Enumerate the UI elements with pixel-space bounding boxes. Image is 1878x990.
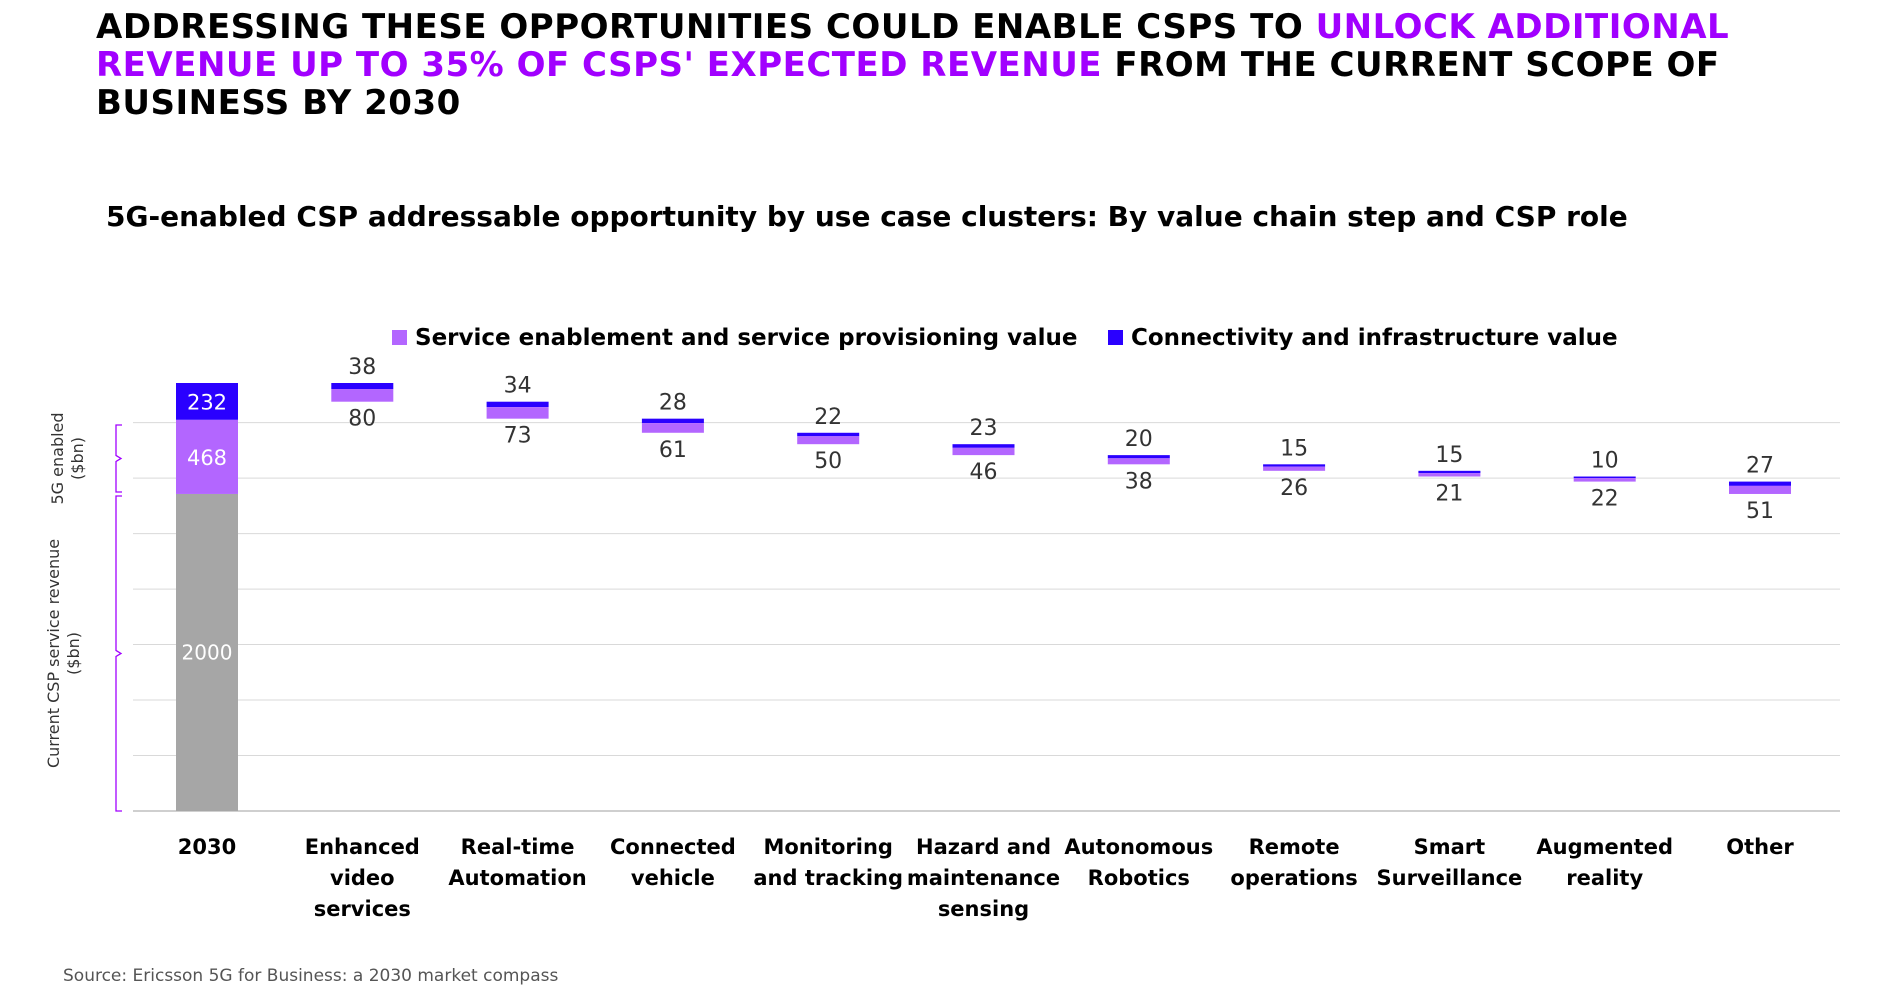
legend-label-2: Connectivity and infrastructure value — [1131, 325, 1618, 351]
category-label-line: and tracking — [753, 866, 903, 890]
category-label-line: maintenance — [907, 866, 1060, 890]
data-label-connectivity: 23 — [970, 416, 998, 441]
bar-service — [486, 407, 549, 419]
bar-service-2030 — [176, 419, 238, 494]
bracket-label-line: ($bn) — [64, 632, 83, 675]
bar-service — [1573, 478, 1636, 482]
category-label-line: Connected — [610, 835, 736, 859]
bar-service — [1418, 473, 1481, 477]
source-note: Source: Ericsson 5G for Business: a 2030… — [63, 966, 559, 986]
bar-connectivity — [1729, 481, 1791, 486]
category-label-line: Hazard and — [916, 835, 1051, 859]
bar-service — [1729, 485, 1791, 494]
category-label: Real-time Automation — [448, 835, 586, 890]
data-label-service: 80 — [348, 407, 376, 432]
bar-connectivity — [486, 401, 549, 408]
category-label: 2030 — [178, 835, 236, 859]
headline-highlight: UNLOCK ADDITIONAL REVENUE UP TO 35% OF C… — [96, 7, 1730, 85]
chart-subtitle: 5G-enabled CSP addressable opportunity b… — [106, 200, 1628, 233]
data-label-service: 61 — [659, 438, 687, 463]
bar-service — [641, 423, 704, 433]
bracket-label-line: Current CSP service revenue — [44, 539, 63, 768]
data-label-service-2030: 468 — [187, 446, 227, 470]
category-label-line: reality — [1566, 866, 1643, 890]
category-label: Remote operations — [1230, 835, 1357, 890]
bracket-label-line: ($bn) — [68, 437, 87, 480]
category-label-line: Robotics — [1088, 866, 1190, 890]
legend-swatch-1 — [392, 330, 407, 345]
category-label: Hazard and maintenance sensing — [907, 835, 1060, 921]
data-label-base: 2000 — [182, 640, 233, 664]
data-label-connectivity: 20 — [1125, 427, 1153, 452]
category-label-line: services — [314, 897, 411, 921]
data-label-service: 51 — [1746, 499, 1774, 524]
data-label-service: 38 — [1125, 469, 1153, 494]
data-label-service: 50 — [814, 449, 842, 474]
category-label-line: Real-time — [461, 835, 575, 859]
category-label-line: Automation — [448, 866, 586, 890]
bracket-label-2: Current CSP service revenue($bn) — [44, 539, 83, 768]
bar-service — [952, 447, 1015, 456]
category-label-line: vehicle — [631, 866, 715, 890]
category-label: Monitoring and tracking — [753, 835, 903, 890]
data-label-connectivity: 15 — [1435, 443, 1463, 468]
bar-connectivity — [1418, 470, 1481, 474]
bar-connectivity — [641, 418, 704, 424]
bracket-label-1: 5G enabled($bn) — [48, 412, 87, 504]
category-label-line: Other — [1726, 835, 1794, 859]
category-label-line: Enhanced — [305, 835, 420, 859]
bar-connectivity — [1263, 464, 1326, 467]
legend-label-1: Service enablement and service provision… — [415, 325, 1077, 351]
bar-service — [797, 436, 860, 445]
category-label-line: Augmented — [1536, 835, 1673, 859]
bracket-2 — [115, 495, 123, 812]
data-label-connectivity-2030: 232 — [187, 390, 227, 414]
category-label: Enhanced video services — [305, 835, 420, 921]
category-label-line: Remote — [1249, 835, 1340, 859]
category-label-line: sensing — [938, 897, 1029, 921]
category-label-line: Autonomous — [1064, 835, 1213, 859]
bracket-label-line: 5G enabled — [48, 412, 67, 504]
data-label-service: 22 — [1591, 487, 1619, 512]
data-label-service: 46 — [970, 460, 998, 485]
bar-connectivity — [797, 432, 860, 437]
category-label: Augmented reality — [1536, 835, 1673, 890]
bar-connectivity — [952, 444, 1015, 448]
category-label-line: video — [330, 866, 395, 890]
headline-part-2: FROM THE CURRENT SCOPE OF BUSINESS BY 20… — [96, 45, 1720, 123]
bar-connectivity — [1107, 455, 1170, 459]
data-label-connectivity: 10 — [1591, 449, 1619, 474]
headline-part-1: ADDRESSING THESE OPPORTUNITIES COULD ENA… — [96, 7, 1316, 47]
bar-service — [331, 389, 394, 402]
category-label-line: Surveillance — [1377, 866, 1523, 890]
data-label-connectivity: 15 — [1280, 436, 1308, 461]
category-label: Autonomous Robotics — [1064, 835, 1213, 890]
category-label: Other — [1726, 835, 1794, 859]
data-label-service: 26 — [1280, 476, 1308, 501]
bar-base-2030 — [176, 493, 238, 811]
bar-connectivity — [1573, 476, 1636, 479]
bar-service — [1263, 466, 1326, 471]
data-label-connectivity: 27 — [1746, 454, 1774, 479]
category-label-line: 2030 — [178, 835, 236, 859]
data-label-connectivity: 38 — [348, 355, 376, 380]
category-label: Smart Surveillance — [1377, 835, 1523, 890]
headline: ADDRESSING THESE OPPORTUNITIES COULD ENA… — [96, 8, 1856, 122]
legend-swatch-2 — [1108, 330, 1123, 345]
data-label-connectivity: 34 — [504, 374, 532, 399]
data-label-connectivity: 22 — [814, 405, 842, 430]
category-label-line: Monitoring — [763, 835, 892, 859]
category-label-line: Smart — [1414, 835, 1486, 859]
data-label-connectivity: 28 — [659, 391, 687, 416]
bracket-1 — [115, 424, 123, 493]
data-label-service: 21 — [1435, 482, 1463, 507]
data-label-service: 73 — [504, 424, 532, 449]
bar-service — [1107, 458, 1170, 465]
bar-connectivity-2030 — [176, 383, 238, 420]
category-label: Connected vehicle — [610, 835, 736, 890]
bar-connectivity — [331, 383, 394, 390]
category-label-line: operations — [1230, 866, 1357, 890]
